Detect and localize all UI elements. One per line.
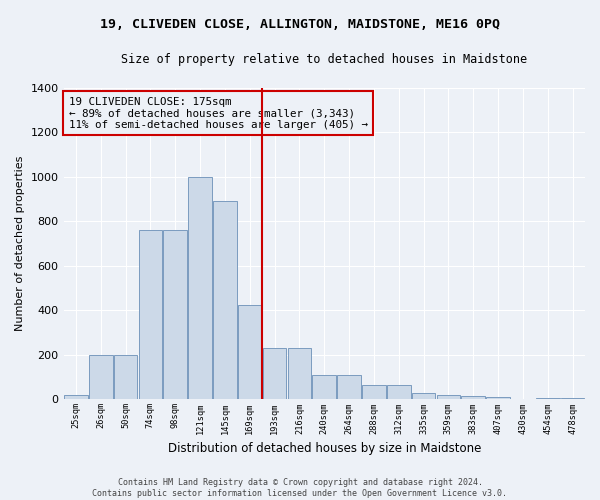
Bar [287,348,311,400]
Bar [238,304,262,400]
Bar [486,397,510,400]
Y-axis label: Number of detached properties: Number of detached properties [15,156,25,331]
Bar [64,395,88,400]
Bar [263,348,286,400]
Bar [89,355,113,400]
Bar [387,385,410,400]
Bar [362,385,386,400]
Bar [213,201,237,400]
Bar [114,355,137,400]
Bar [139,230,162,400]
Bar [163,230,187,400]
Bar [188,176,212,400]
Text: 19, CLIVEDEN CLOSE, ALLINGTON, MAIDSTONE, ME16 0PQ: 19, CLIVEDEN CLOSE, ALLINGTON, MAIDSTONE… [100,18,500,30]
Bar [412,392,436,400]
Bar [461,396,485,400]
X-axis label: Distribution of detached houses by size in Maidstone: Distribution of detached houses by size … [167,442,481,455]
Text: 19 CLIVEDEN CLOSE: 175sqm
← 89% of detached houses are smaller (3,343)
11% of se: 19 CLIVEDEN CLOSE: 175sqm ← 89% of detac… [69,97,368,130]
Bar [313,375,336,400]
Bar [337,375,361,400]
Text: Contains HM Land Registry data © Crown copyright and database right 2024.
Contai: Contains HM Land Registry data © Crown c… [92,478,508,498]
Bar [437,395,460,400]
Bar [536,398,560,400]
Title: Size of property relative to detached houses in Maidstone: Size of property relative to detached ho… [121,52,527,66]
Bar [561,398,584,400]
